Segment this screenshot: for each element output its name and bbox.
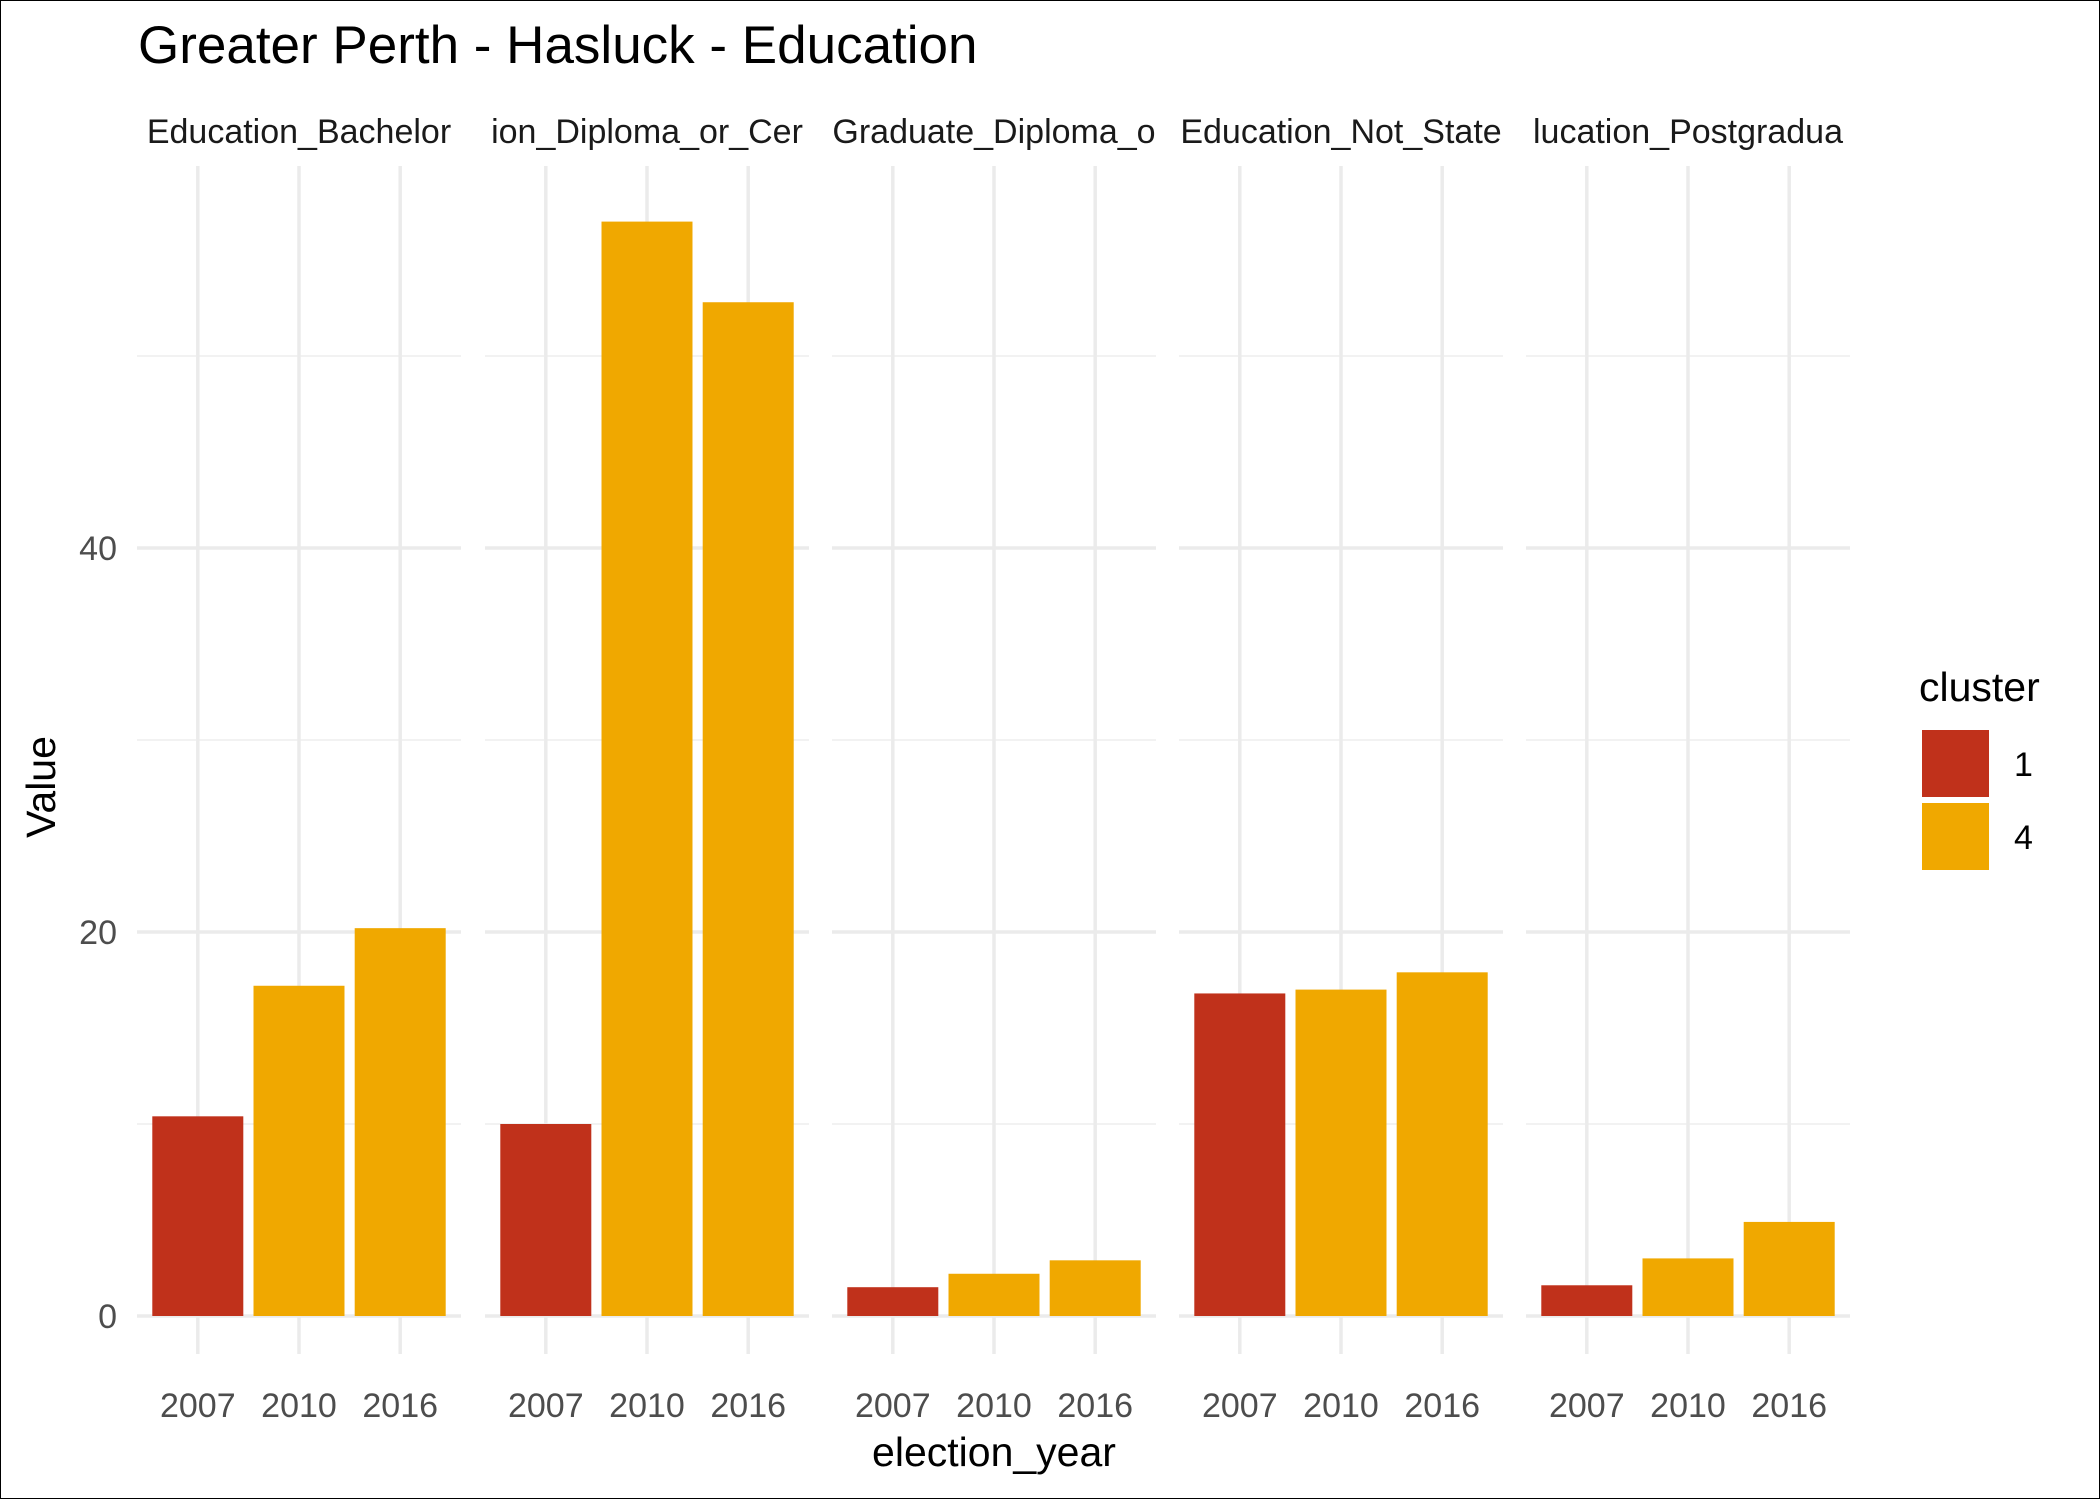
y-tick-label: 20 [79, 914, 117, 952]
x-tick-label: 2010 [1650, 1387, 1726, 1425]
chart-title: Greater Perth - Hasluck - Education [138, 16, 978, 75]
x-tick-label: 2010 [261, 1387, 337, 1425]
bar-2016 [1049, 1260, 1141, 1316]
legend: cluster 14 [1919, 664, 2040, 870]
panel-2: ion_Diploma_or_Cer 2007 2010 2016 [485, 113, 809, 1425]
bar-2007 [847, 1287, 939, 1316]
legend-label-1: 1 [2014, 746, 2033, 784]
legend-entries: 14 [1922, 730, 2033, 870]
panel-strip-label: Graduate_Diploma_o [832, 113, 1155, 151]
x-tick-label: 2016 [1751, 1387, 1827, 1425]
x-tick-label: 2007 [508, 1387, 584, 1425]
legend-swatch-4 [1922, 803, 1989, 870]
bar-2010 [948, 1273, 1040, 1316]
y-tick-label: 0 [98, 1298, 117, 1336]
x-tick-label: 2010 [1303, 1387, 1379, 1425]
x-tick-label: 2016 [1404, 1387, 1480, 1425]
panel-1: Education_Bachelor 2007 2010 2016 [137, 113, 461, 1425]
bar-2010 [601, 221, 693, 1317]
bar-2016 [1743, 1221, 1835, 1316]
x-tick-label: 2007 [1549, 1387, 1625, 1425]
bar-2016 [1396, 972, 1488, 1316]
x-tick-label: 2007 [855, 1387, 931, 1425]
bar-2010 [1295, 989, 1387, 1316]
panel-strip-label: Education_Bachelor [147, 113, 451, 151]
x-tick-label: 2010 [956, 1387, 1032, 1425]
x-tick-label: 2010 [609, 1387, 685, 1425]
panel-5: lucation_Postgradua 2007 2010 2016 [1526, 113, 1850, 1425]
panel-strip-label: Education_Not_State [1180, 113, 1501, 151]
bar-2007 [500, 1124, 592, 1316]
x-tick-label: 2016 [1057, 1387, 1133, 1425]
panel-strip-label: lucation_Postgradua [1533, 113, 1843, 151]
x-tick-label: 2016 [362, 1387, 438, 1425]
y-tick-label: 40 [79, 530, 117, 568]
x-tick-label: 2016 [710, 1387, 786, 1425]
bar-2016 [354, 928, 446, 1316]
bar-2007 [152, 1116, 244, 1316]
panel-4: Education_Not_State 2007 2010 2016 [1179, 113, 1503, 1425]
panel-strip-label: ion_Diploma_or_Cer [491, 113, 803, 151]
x-tick-label: 2007 [160, 1387, 236, 1425]
bar-2010 [253, 985, 345, 1316]
legend-swatch-1 [1922, 730, 1989, 797]
bar-2010 [1642, 1258, 1734, 1316]
bar-2007 [1194, 993, 1286, 1316]
legend-title: cluster [1919, 664, 2040, 710]
x-tick-label: 2007 [1202, 1387, 1278, 1425]
bar-2016 [702, 302, 794, 1316]
y-axis-title: Value [18, 736, 64, 838]
panel-3: Graduate_Diploma_o 2007 2010 2016 [832, 113, 1156, 1425]
legend-label-4: 4 [2014, 819, 2033, 857]
x-axis-title: election_year [872, 1429, 1116, 1475]
bar-2007 [1541, 1285, 1633, 1316]
